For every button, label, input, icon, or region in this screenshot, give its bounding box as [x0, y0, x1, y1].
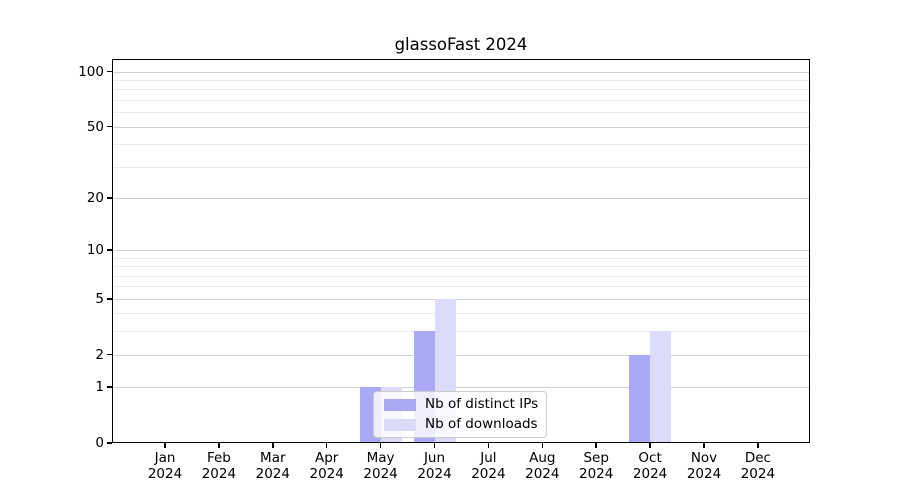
x-tick-label: Mar 2024 [255, 450, 290, 482]
y-tick-label: 2 [95, 346, 104, 363]
x-tick-label: Jul 2024 [471, 450, 506, 482]
gridline-major [112, 71, 810, 73]
x-axis-tick [218, 443, 220, 448]
x-tick-label: Jun 2024 [417, 450, 452, 482]
x-axis-tick [541, 443, 544, 448]
x-axis-tick [164, 443, 166, 448]
x-axis-tick [757, 443, 759, 448]
bar-downloads [650, 331, 672, 443]
y-axis-tick [107, 386, 112, 388]
gridline-minor [112, 266, 810, 268]
legend-swatch-distinct-ips-icon [384, 398, 416, 411]
x-axis-tick [379, 443, 382, 448]
gridline-minor [112, 313, 810, 315]
gridline-minor [112, 257, 810, 259]
y-tick-label: 5 [95, 290, 104, 307]
plot-area [112, 59, 810, 443]
x-axis-tick [703, 443, 705, 448]
gridline-minor [112, 144, 810, 146]
x-axis-tick [433, 443, 436, 448]
y-axis-tick [107, 353, 112, 356]
y-axis-tick [107, 442, 112, 444]
legend-label-downloads: Nb of downloads [425, 416, 538, 432]
gridline-major [112, 126, 810, 128]
y-axis-tick [107, 298, 112, 300]
x-axis-tick [272, 443, 274, 448]
gridline-minor [112, 275, 810, 277]
gridline-major [112, 354, 810, 356]
x-axis-tick [649, 443, 651, 448]
x-tick-label: Aug 2024 [525, 450, 560, 482]
chart-title: glassoFast 2024 [394, 35, 528, 54]
legend-item-distinct-ips: Nb of distinct IPs [384, 397, 546, 412]
gridline-minor [112, 99, 810, 101]
y-axis-tick [107, 125, 112, 128]
x-tick-label: Dec 2024 [740, 450, 776, 482]
x-axis-tick [325, 443, 328, 448]
gridline-minor [112, 79, 810, 81]
gridline-minor [112, 331, 810, 333]
bar-distinct-ips [629, 354, 651, 443]
y-tick-label: 20 [86, 189, 104, 206]
legend-swatch-downloads-icon [384, 418, 416, 431]
x-tick-label: Oct 2024 [632, 450, 668, 482]
x-tick-label: May 2024 [363, 450, 398, 482]
y-tick-label: 10 [86, 241, 104, 258]
x-axis-tick [595, 443, 597, 448]
y-tick-label: 100 [78, 63, 104, 80]
y-tick-label: 1 [95, 379, 104, 396]
x-axis-tick [487, 443, 490, 448]
legend-item-downloads: Nb of downloads [384, 417, 546, 432]
x-tick-label: Sep 2024 [579, 450, 614, 482]
x-tick-label: Nov 2024 [686, 450, 722, 482]
gridline-major [112, 249, 810, 251]
x-tick-label: Feb 2024 [201, 450, 237, 482]
legend: Nb of distinct IPs Nb of downloads [373, 391, 547, 438]
y-tick-label: 50 [86, 118, 104, 135]
gridline-major [112, 298, 810, 300]
gridline-minor [112, 166, 810, 168]
gridline-minor [112, 286, 810, 288]
y-axis-tick [107, 197, 112, 199]
y-axis-tick [107, 70, 112, 73]
x-tick-label: Apr 2024 [309, 450, 344, 482]
legend-label-distinct-ips: Nb of distinct IPs [425, 396, 539, 412]
gridline-major [112, 197, 810, 199]
gridline-major [112, 387, 810, 389]
gridline-minor [112, 112, 810, 114]
gridline-minor [112, 89, 810, 91]
x-tick-label: Jan 2024 [147, 450, 183, 482]
y-axis-tick [107, 249, 112, 251]
y-tick-label: 0 [95, 435, 104, 451]
